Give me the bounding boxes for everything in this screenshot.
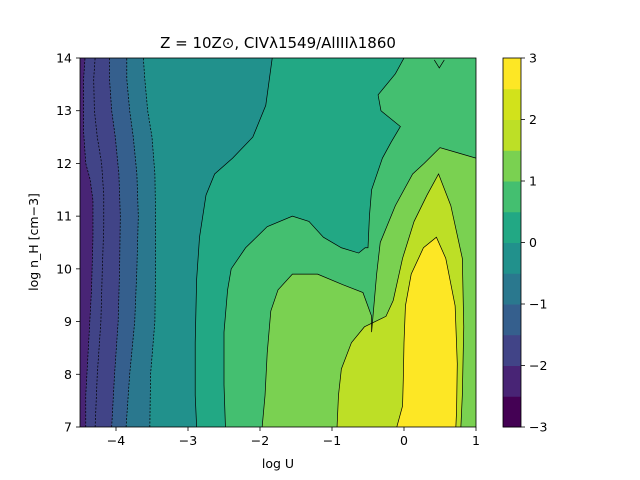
y-tick-label: 12 [56,156,72,171]
x-axis-label: log U [262,456,294,471]
x-tick-label: −2 [251,433,269,448]
y-axis-label: log n_H [cm−3] [26,193,41,291]
contour-line-1p5 [336,173,465,427]
contour-lines [83,58,476,427]
y-axis-ticks: 7 8 9 10 11 12 13 14 [56,51,80,435]
colorbar-band [503,150,521,182]
colorbar-tick-label: −2 [529,358,547,373]
colorbar [502,57,522,428]
colorbar-band [503,396,521,428]
y-tick-label: 10 [56,261,72,276]
x-tick-label: −1 [323,433,341,448]
colorbar-tick-label: 0 [529,235,537,250]
colorbar-band [503,88,521,120]
y-tick-label: 9 [64,314,72,329]
contour-line-2 [396,236,458,427]
contour-kink-mark [433,59,445,69]
x-tick-label: −4 [107,433,125,448]
y-tick-label: 14 [56,51,72,66]
colorbar-ticks: −3 −2 −1 0 1 2 3 [521,51,547,435]
contour-line-m0p5 [143,58,156,427]
colorbar-tick-label: −1 [529,297,547,312]
contour-line-0 [194,58,273,427]
chart-title: Z = 10Z⊙, CIVλ1549/AlIIIλ1860 [160,34,396,52]
contour-line-0p5 [223,58,405,427]
colorbar-band [503,273,521,305]
colorbar-tick-label: 3 [529,51,537,66]
y-tick-label: 13 [56,103,72,118]
colorbar-tick-label: −3 [529,420,547,435]
colorbar-band [503,58,521,90]
colorbar-band [503,242,521,274]
y-tick-label: 8 [64,367,72,382]
plot-frame [79,57,477,428]
colorbar-band [503,304,521,336]
y-tick-label: 11 [56,209,72,224]
colorbar-band [503,119,521,151]
colorbar-band [503,181,521,213]
contour-line-m2p25 [83,58,94,427]
colorbar-tick-label: 2 [529,112,537,127]
colorbar-tick-label: 1 [529,174,537,189]
contour-band-2 [396,237,458,427]
contour-line-m1p5 [109,58,121,427]
contour-line-m1 [125,58,139,427]
colorbar-band [503,211,521,243]
x-axis-ticks: −4 −3 −2 −1 0 1 [107,427,480,448]
y-tick-label: 7 [64,420,72,435]
contour-fills [80,58,476,427]
x-tick-label: 0 [400,433,408,448]
contour-line-1 [261,147,476,427]
colorbar-band [503,334,521,366]
x-tick-label: 1 [472,433,480,448]
colorbar-band [503,365,521,397]
contour-line-m2 [93,58,105,427]
x-tick-label: −3 [179,433,197,448]
